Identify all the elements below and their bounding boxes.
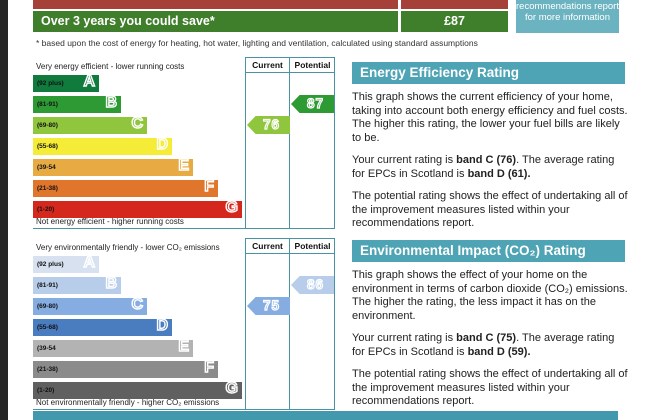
header-underline — [246, 72, 334, 73]
band-letter: F — [204, 177, 215, 195]
panel-description: This graph shows the current efficiency … — [352, 91, 628, 144]
band-range-label: (92 plus) — [37, 80, 64, 87]
savings-label: Over 3 years you could save* — [33, 11, 398, 32]
current-rating-value: 76 — [262, 116, 281, 132]
environmental-impact-panel: Environmental Impact (CO₂) Rating This g… — [352, 240, 630, 409]
band-range-label: (69-80) — [37, 303, 58, 310]
potential-rating-value: 86 — [306, 276, 325, 292]
band-range-label: (21-38) — [37, 185, 58, 192]
band-range-label: (55-68) — [37, 324, 58, 331]
band-letter: C — [131, 114, 144, 132]
chart-bottom-border — [33, 228, 335, 229]
rating-columns: Current Potential — [245, 57, 335, 229]
band-range-label: (21-38) — [37, 366, 58, 373]
chart-bottom-border — [33, 409, 335, 410]
band-range-label: (55-68) — [37, 143, 58, 150]
current-rating-arrow: 75 — [247, 297, 290, 315]
band-range-label: (69-80) — [37, 122, 58, 129]
panel-rating-text: Your current rating is band C (75). The … — [352, 332, 615, 358]
current-rating-bold: band C (76) — [456, 154, 517, 166]
rating-columns: Current Potential — [245, 238, 335, 410]
rating-band-c: (69-80) C — [33, 295, 147, 315]
current-rating-bold: band C (75) — [456, 332, 517, 344]
band-letter: E — [178, 337, 190, 355]
section-footer-bar — [33, 411, 618, 420]
current-rating-arrow: 76 — [247, 116, 290, 134]
chart-bottom-label: Not energy efficient - higher running co… — [36, 217, 184, 226]
rating-band-c: (69-80) C — [33, 114, 147, 134]
header-underline — [246, 253, 334, 254]
band-letter: E — [178, 156, 190, 174]
rating-band-g: (1-20) G — [33, 198, 242, 218]
panel-title: Environmental Impact (CO₂) Rating — [352, 240, 625, 262]
band-letter: C — [131, 295, 144, 313]
rating-band-d: (55-68) D — [33, 316, 172, 336]
band-letter: F — [204, 358, 215, 376]
potential-column-header: Potential — [294, 60, 331, 70]
rating-band-f: (21-38) F — [33, 358, 218, 378]
band-range-label: (81-91) — [37, 101, 58, 108]
band-letter: G — [225, 379, 239, 397]
potential-column-header: Potential — [294, 241, 331, 251]
chart-bottom-label: Not environmentally friendly - higher CO… — [36, 398, 220, 407]
column-divider — [289, 58, 290, 228]
rating-band-b: (81-91) B — [33, 93, 121, 113]
rating-band-e: (39-54 E — [33, 337, 193, 357]
rating-band-g: (1-20) G — [33, 379, 242, 399]
rating-band-b: (81-91) B — [33, 274, 121, 294]
panel-title: Energy Efficiency Rating — [352, 62, 625, 84]
band-range-label: (39-54 — [37, 345, 56, 352]
energy-efficiency-chart: Very energy efficient - lower running co… — [33, 57, 335, 229]
band-range-label: (1-20) — [37, 206, 55, 213]
panel-description: This graph shows the effect of your home… — [352, 269, 628, 322]
assumptions-footnote: * based upon the cost of energy for heat… — [36, 38, 478, 48]
potential-rating-value: 87 — [306, 95, 325, 111]
band-letter: A — [83, 253, 96, 271]
current-rating-value: 75 — [262, 297, 281, 313]
band-letter: G — [225, 198, 239, 216]
panel-rating-text: Your current rating is band C (76). The … — [352, 154, 615, 180]
potential-rating-arrow: 87 — [291, 95, 334, 113]
recommendations-info-box: recommendations report for more informat… — [516, 0, 619, 33]
band-letter: D — [156, 135, 169, 153]
average-rating-bold: band D (59). — [467, 345, 531, 358]
band-range-label: (1-20) — [37, 387, 55, 394]
band-letter: A — [83, 72, 96, 90]
band-range-label: (81-91) — [37, 282, 58, 289]
band-letter: B — [105, 274, 118, 292]
current-column-header: Current — [252, 60, 283, 70]
savings-table-row-red-right — [401, 0, 508, 9]
band-letter: D — [156, 316, 169, 334]
rating-band-e: (39-54 E — [33, 156, 193, 176]
band-letter: B — [105, 93, 118, 111]
panel-potential-text: The potential rating shows the effect of… — [352, 190, 628, 229]
band-range-label: (39-54 — [37, 164, 56, 171]
energy-efficiency-panel: Energy Efficiency Rating This graph show… — [352, 62, 630, 231]
rating-band-f: (21-38) F — [33, 177, 218, 197]
savings-value: £87 — [401, 11, 508, 32]
savings-table-row-red-left — [33, 0, 398, 9]
panel-potential-text: The potential rating shows the effect of… — [352, 368, 628, 407]
rating-band-a: (92 plus) A — [33, 253, 99, 273]
chart-top-label: Very environmentally friendly - lower CO… — [36, 243, 220, 252]
band-range-label: (92 plus) — [37, 261, 64, 268]
current-column-header: Current — [252, 241, 283, 251]
potential-rating-arrow: 86 — [291, 276, 334, 294]
environmental-impact-chart: Very environmentally friendly - lower CO… — [33, 238, 335, 410]
average-rating-bold: band D (61). — [467, 167, 531, 180]
rating-band-a: (92 plus) A — [33, 72, 99, 92]
page-edge — [0, 0, 8, 420]
chart-top-label: Very energy efficient - lower running co… — [36, 62, 185, 71]
column-divider — [289, 239, 290, 409]
rating-band-d: (55-68) D — [33, 135, 172, 155]
